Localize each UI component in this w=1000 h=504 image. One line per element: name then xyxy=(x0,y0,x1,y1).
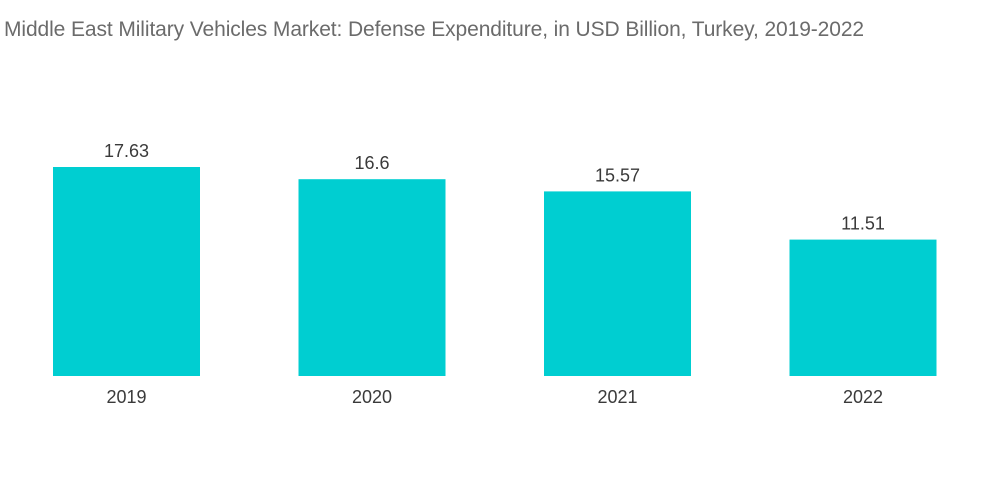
value-label-2019: 17.63 xyxy=(104,141,149,161)
category-label-2022: 2022 xyxy=(843,387,883,407)
value-label-2020: 16.6 xyxy=(354,153,389,173)
category-label-2021: 2021 xyxy=(597,387,637,407)
bar-2021 xyxy=(544,191,691,376)
bar-2019 xyxy=(53,167,200,376)
value-label-2021: 15.57 xyxy=(595,165,640,185)
category-label-2020: 2020 xyxy=(352,387,392,407)
bar-2022 xyxy=(789,239,937,376)
bar-2020 xyxy=(298,179,446,376)
bars-group xyxy=(53,167,937,376)
category-label-2019: 2019 xyxy=(106,387,146,407)
value-label-2022: 11.51 xyxy=(841,214,885,234)
category-labels-group: 2019 2020 2021 2022 xyxy=(106,387,883,407)
value-labels-group: 17.63 16.6 15.57 11.51 xyxy=(104,141,885,234)
chart-title: Middle East Military Vehicles Market: De… xyxy=(4,18,864,41)
